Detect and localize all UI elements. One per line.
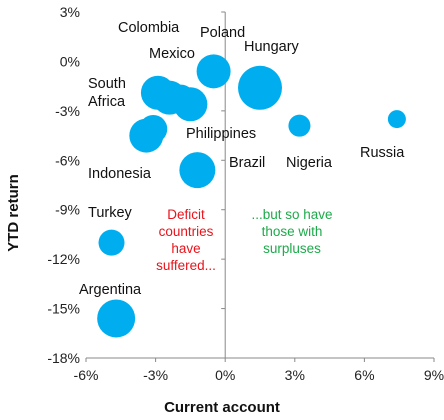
data-point xyxy=(168,84,195,111)
x-tick-label: 3% xyxy=(285,367,305,383)
x-tick-label: 6% xyxy=(354,367,374,383)
annotation-text: ...but so have those with surpluses xyxy=(251,207,332,256)
point-label: Turkey xyxy=(88,205,133,221)
y-tick-label: -12% xyxy=(47,251,80,267)
data-point xyxy=(179,152,216,189)
point-label: Mexico xyxy=(149,46,195,62)
data-point xyxy=(98,229,125,256)
point-label: Poland xyxy=(200,25,245,41)
y-tick-label: -9% xyxy=(55,202,80,218)
point-label: Nigeria xyxy=(286,155,333,171)
point-label: Hungary xyxy=(244,39,300,55)
chart-points xyxy=(97,54,406,338)
annotation-text: Deficit countries have suffered... xyxy=(156,207,216,273)
x-tick-label: 9% xyxy=(424,367,444,383)
point-label: Argentina xyxy=(79,282,142,298)
x-tick-label: -3% xyxy=(143,367,168,383)
data-point xyxy=(387,110,406,129)
data-point xyxy=(288,114,311,137)
point-label: Colombia xyxy=(118,20,180,36)
chart-point-labels: Colombia Poland Mexico Hungary South Africa Ph… xyxy=(79,20,405,298)
y-tick-label: -18% xyxy=(47,350,80,366)
x-axis-title: Current account xyxy=(164,399,280,416)
data-point xyxy=(140,75,175,110)
y-tick-label: -6% xyxy=(55,152,80,168)
y-tick-label: 0% xyxy=(60,53,80,69)
data-point xyxy=(129,118,164,153)
data-point xyxy=(97,299,136,338)
x-tick-label: 0% xyxy=(215,367,235,383)
point-label: Brazil xyxy=(229,155,265,171)
chart-axes: 3%0%-3%-6%-9%-12%-15%-18%-6% -3% 0% 3% 6% 9% xyxy=(47,4,444,383)
data-point xyxy=(196,54,231,89)
y-axis-title: YTD return xyxy=(5,174,22,252)
y-tick-label: -15% xyxy=(47,301,80,317)
chart-annotations: Deficit countries have suffered... ...but so… xyxy=(156,207,332,273)
data-point xyxy=(238,65,282,110)
point-label: Philippines xyxy=(186,126,256,142)
point-label: Russia xyxy=(360,145,405,161)
y-tick-label: 3% xyxy=(60,4,80,20)
point-label: South Africa xyxy=(88,76,126,110)
point-label: Indonesia xyxy=(88,166,152,182)
x-tick-label: -6% xyxy=(74,367,99,383)
y-tick-label: -3% xyxy=(55,103,80,119)
